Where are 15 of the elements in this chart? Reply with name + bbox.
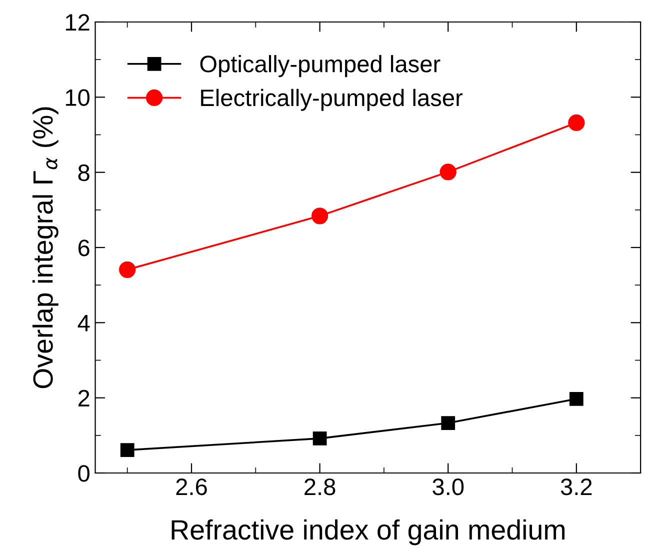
legend-label: Electrically-pumped laser: [201, 88, 463, 111]
x-tick-label: 2.8: [304, 478, 336, 496]
y-tick-label: 12: [66, 14, 90, 31]
x-tick-label: 2.6: [176, 478, 207, 496]
y-tick-label: 6: [78, 240, 90, 256]
legend-label: Optically-pumped laser: [200, 55, 440, 78]
y-tick-label: 0: [78, 465, 90, 482]
x-axis-title: Refractive index of gain medium: [172, 519, 564, 546]
x-tick-label: 3.0: [432, 478, 464, 496]
y-tick-label: 10: [66, 89, 90, 106]
y-axis-title: Overlap integral Γ$_{α}$ (%): [32, 107, 58, 388]
y-tick-label: 4: [78, 314, 90, 332]
y-tick-label: 2: [78, 390, 90, 406]
x-tick-label: 3.2: [560, 478, 592, 496]
y-tick-label: 8: [78, 164, 90, 182]
